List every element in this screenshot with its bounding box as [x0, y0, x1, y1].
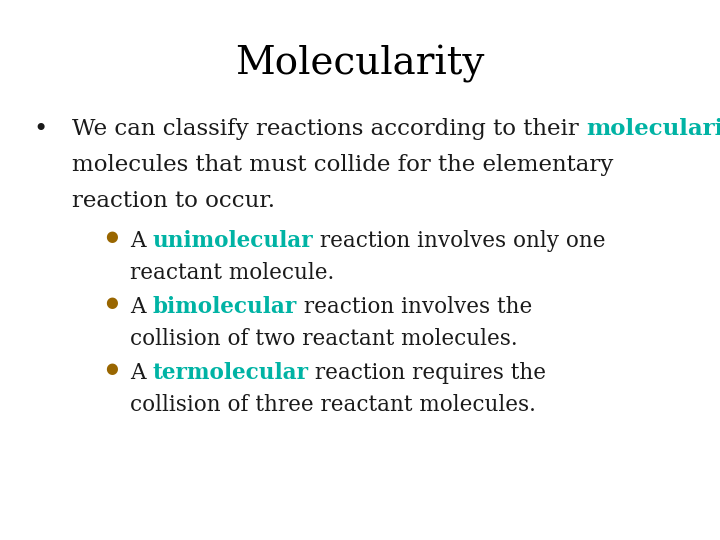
Text: reaction involves the: reaction involves the — [297, 296, 532, 318]
Text: ●: ● — [105, 296, 118, 310]
Text: bimolecular: bimolecular — [153, 296, 297, 318]
Text: unimolecular: unimolecular — [153, 230, 313, 252]
Text: reaction requires the: reaction requires the — [308, 362, 546, 384]
Text: A: A — [130, 362, 153, 384]
Text: A: A — [130, 230, 153, 252]
Text: ●: ● — [105, 362, 118, 376]
Text: collision of three reactant molecules.: collision of three reactant molecules. — [130, 394, 536, 416]
Text: A: A — [130, 296, 153, 318]
Text: We can classify reactions according to their: We can classify reactions according to t… — [72, 118, 586, 140]
Text: reaction to occur.: reaction to occur. — [72, 190, 275, 212]
Text: collision of two reactant molecules.: collision of two reactant molecules. — [130, 328, 518, 350]
Text: reaction involves only one: reaction involves only one — [313, 230, 606, 252]
Text: molecularity: molecularity — [586, 118, 720, 140]
Text: ●: ● — [105, 230, 118, 244]
Text: reactant molecule.: reactant molecule. — [130, 262, 334, 284]
Text: Molecularity: Molecularity — [235, 45, 485, 83]
Text: termolecular: termolecular — [153, 362, 308, 384]
Text: •: • — [33, 118, 48, 141]
Text: molecules that must collide for the elementary: molecules that must collide for the elem… — [72, 154, 613, 176]
